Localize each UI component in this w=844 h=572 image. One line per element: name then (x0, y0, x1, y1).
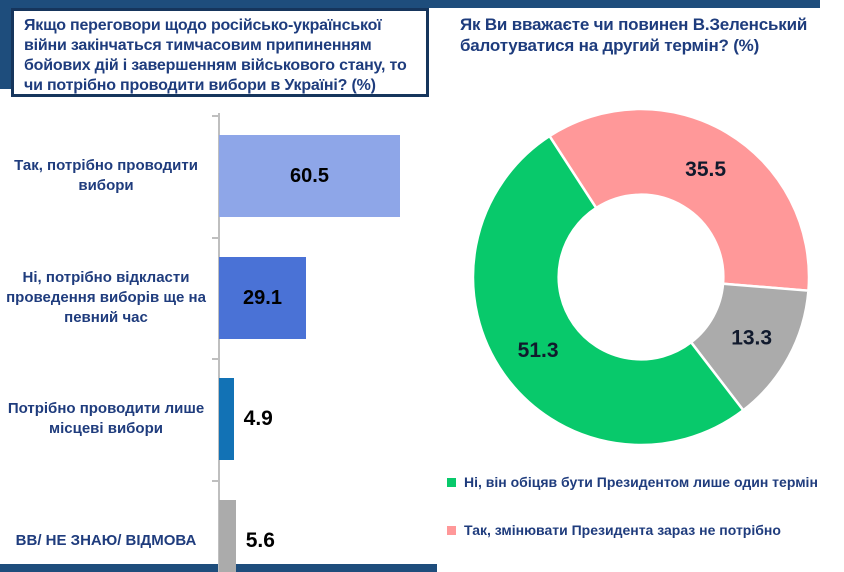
category-label-text: Так, потрібно проводити вибори (14, 157, 198, 194)
donut-value-label: 35.5 (685, 158, 726, 181)
left-chart-title: Якщо переговори щодо російсько-українськ… (24, 17, 407, 94)
category-label: Ні, потрібно відкласти проведення виборі… (0, 237, 212, 359)
left-chart-title-box: Якщо переговори щодо російсько-українськ… (11, 8, 429, 97)
legend-item: Ні, він обіцяв бути Президентом лише оди… (447, 474, 818, 490)
legend-swatch (447, 525, 456, 535)
bar (219, 500, 236, 572)
category-label: Так, потрібно проводити вибори (0, 115, 212, 237)
donut-slice (471, 134, 745, 447)
legend-label: Ні, він обіцяв бути Президентом лише оди… (464, 474, 818, 490)
y-axis-line (218, 113, 220, 572)
category-label: ВВ/ НЕ ЗНАЮ/ ВІДМОВА (0, 480, 212, 572)
donut-value-label: 51.3 (518, 339, 559, 362)
donut-value-label: 13.3 (731, 327, 772, 350)
category-label-text: ВВ/ НЕ ЗНАЮ/ ВІДМОВА (15, 532, 197, 549)
bar (219, 257, 307, 339)
legend-item: Так, змінювати Президента зараз не потрі… (447, 522, 781, 538)
donut-chart: 35.5 13.3 51.3 (471, 107, 811, 447)
legend-label: Так, змінювати Президента зараз не потрі… (464, 522, 781, 538)
axis-tick (212, 358, 218, 360)
donut-slice (548, 107, 811, 292)
bar (219, 378, 234, 460)
bar-value-label: 4.9 (243, 407, 273, 430)
right-chart-title: Як Ви вважаєте чи повинен В.Зеленський б… (460, 15, 808, 55)
axis-tick (212, 237, 218, 239)
category-label-text: Потрібно проводити лише місцеві вибори (7, 400, 205, 437)
category-label: Потрібно проводити лише місцеві вибори (0, 358, 212, 480)
bar (219, 135, 400, 217)
axis-tick (212, 480, 218, 482)
bar-value-label: 29.1 (243, 286, 282, 309)
bar-value-label: 60.5 (290, 164, 329, 187)
legend-swatch (447, 477, 456, 487)
category-label-text: Ні, потрібно відкласти проведення виборі… (6, 269, 206, 326)
axis-tick (212, 115, 218, 117)
bar-value-label: 5.6 (245, 529, 275, 552)
